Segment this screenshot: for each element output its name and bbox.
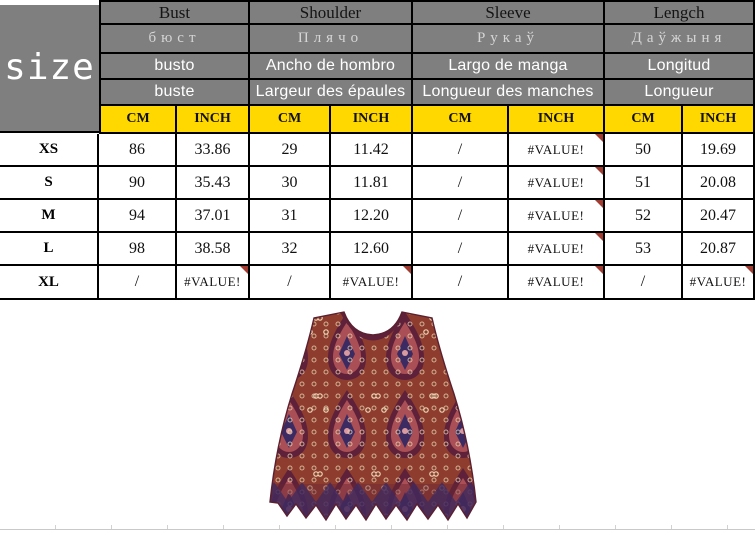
cell: 94 bbox=[99, 200, 177, 233]
unit-inch-header: INCH bbox=[683, 106, 755, 134]
cell: / bbox=[413, 134, 509, 167]
size-table: Bust Shoulder Sleeve Lengch бюст Плячо Р… bbox=[0, 0, 755, 300]
header-shoulder-fr: Largeur des épaules bbox=[250, 80, 413, 106]
cell: / bbox=[99, 266, 177, 300]
cell: 32 bbox=[250, 233, 331, 266]
cell: 90 bbox=[99, 167, 177, 200]
error-cell: #VALUE! bbox=[177, 266, 250, 300]
next-table-column-ticks bbox=[0, 525, 755, 529]
error-cell: #VALUE! bbox=[509, 167, 605, 200]
cell: 11.42 bbox=[331, 134, 413, 167]
cell: / bbox=[413, 233, 509, 266]
header-sleeve-es: Largo de manga bbox=[413, 54, 605, 80]
cell: 52 bbox=[605, 200, 683, 233]
cell: 98 bbox=[99, 233, 177, 266]
cell: 33.86 bbox=[177, 134, 250, 167]
cell: 38.58 bbox=[177, 233, 250, 266]
unit-cm-header: CM bbox=[605, 106, 683, 134]
cell: 31 bbox=[250, 200, 331, 233]
header-length-fr: Longueur bbox=[605, 80, 755, 106]
header-shoulder: Shoulder bbox=[250, 0, 413, 25]
cell: 20.47 bbox=[683, 200, 755, 233]
next-table-top-border bbox=[0, 529, 755, 530]
header-shoulder-es: Ancho de hombro bbox=[250, 54, 413, 80]
cell: 30 bbox=[250, 167, 331, 200]
unit-inch-header: INCH bbox=[177, 106, 250, 134]
error-cell: #VALUE! bbox=[509, 134, 605, 167]
cell: 86 bbox=[99, 134, 177, 167]
row-label-xl: XL bbox=[0, 266, 99, 300]
cell: 53 bbox=[605, 233, 683, 266]
cell: 35.43 bbox=[177, 167, 250, 200]
cell: / bbox=[413, 167, 509, 200]
cell: 37.01 bbox=[177, 200, 250, 233]
header-shoulder-cyr: Плячо bbox=[250, 25, 413, 54]
cell: / bbox=[413, 200, 509, 233]
product-image-lace-top bbox=[269, 311, 477, 522]
cell: / bbox=[605, 266, 683, 300]
size-corner-box: size bbox=[0, 5, 99, 133]
unit-cm-header: CM bbox=[250, 106, 331, 134]
error-cell: #VALUE! bbox=[331, 266, 413, 300]
unit-cm-header: CM bbox=[99, 106, 177, 134]
cell: 20.87 bbox=[683, 233, 755, 266]
header-bust-fr: buste bbox=[99, 80, 250, 106]
header-bust-cyr: бюст bbox=[99, 25, 250, 54]
row-label-m: M bbox=[0, 200, 99, 233]
cell: / bbox=[250, 266, 331, 300]
cell: / bbox=[413, 266, 509, 300]
header-length-cyr: Даўжыня bbox=[605, 25, 755, 54]
cell: 29 bbox=[250, 134, 331, 167]
unit-cm-header: CM bbox=[413, 106, 509, 134]
row-label-s: S bbox=[0, 167, 99, 200]
row-label-xs: XS bbox=[0, 134, 99, 167]
cell: 12.20 bbox=[331, 200, 413, 233]
cell: 51 bbox=[605, 167, 683, 200]
cell: 12.60 bbox=[331, 233, 413, 266]
error-cell: #VALUE! bbox=[683, 266, 755, 300]
header-sleeve-fr: Longueur des manches bbox=[413, 80, 605, 106]
size-label: size bbox=[4, 47, 95, 88]
cell: 20.08 bbox=[683, 167, 755, 200]
unit-inch-header: INCH bbox=[509, 106, 605, 134]
cell: 50 bbox=[605, 134, 683, 167]
header-sleeve: Sleeve bbox=[413, 0, 605, 25]
header-length-es: Longitud bbox=[605, 54, 755, 80]
cell: 19.69 bbox=[683, 134, 755, 167]
row-label-l: L bbox=[0, 233, 99, 266]
header-bust-es: busto bbox=[99, 54, 250, 80]
header-length: Lengch bbox=[605, 0, 755, 25]
header-sleeve-cyr: Рукаў bbox=[413, 25, 605, 54]
error-cell: #VALUE! bbox=[509, 233, 605, 266]
header-bust: Bust bbox=[99, 0, 250, 25]
unit-inch-header: INCH bbox=[331, 106, 413, 134]
error-cell: #VALUE! bbox=[509, 200, 605, 233]
cell: 11.81 bbox=[331, 167, 413, 200]
error-cell: #VALUE! bbox=[509, 266, 605, 300]
